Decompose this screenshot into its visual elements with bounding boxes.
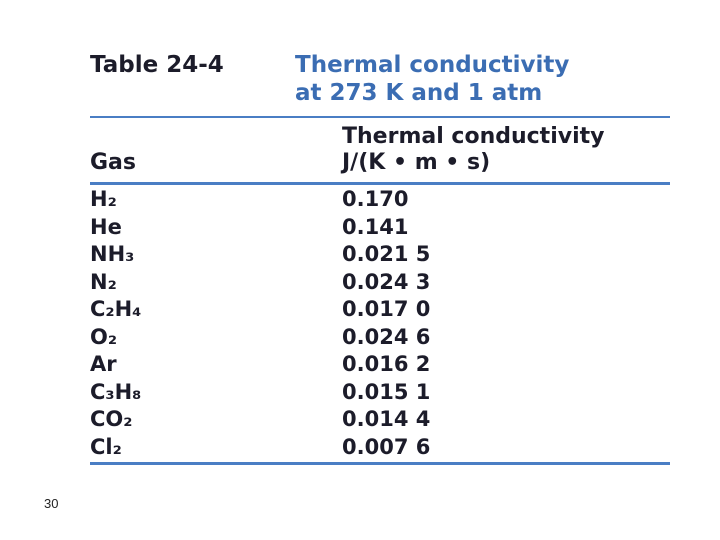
- rule: [90, 116, 670, 118]
- gas-cell: C₃H₈: [90, 379, 142, 404]
- page-number: 30: [44, 496, 59, 511]
- value-cell: 0.014 4: [342, 407, 431, 431]
- column-header: Thermal conductivity: [342, 124, 605, 149]
- gas-cell: H₂: [90, 187, 117, 211]
- value-cell: 0.017 0: [342, 297, 431, 321]
- gas-cell: NH₃: [90, 242, 135, 266]
- column-header: Gas: [90, 150, 136, 175]
- value-cell: 0.170: [342, 187, 409, 211]
- column-header: J/(K • m • s): [342, 150, 491, 175]
- rule: [90, 462, 670, 465]
- value-cell: 0.015 1: [342, 379, 431, 404]
- value-cell: 0.024 3: [342, 269, 431, 294]
- gas-cell: N₂: [90, 269, 117, 294]
- gas-cell: O₂: [90, 324, 118, 349]
- gas-cell: Cl₂: [90, 434, 122, 459]
- value-cell: 0.141: [342, 214, 409, 239]
- gas-cell: CO₂: [90, 407, 133, 431]
- table-label: Table 24-4: [90, 52, 224, 78]
- rule: [90, 182, 670, 185]
- value-cell: 0.024 6: [342, 324, 431, 349]
- value-cell: 0.016 2: [342, 352, 431, 376]
- table-title-line: Thermal conductivity: [295, 52, 570, 78]
- gas-cell: Ar: [90, 352, 117, 376]
- table-title-line: at 273 K and 1 atm: [295, 80, 543, 106]
- gas-cell: He: [90, 214, 122, 239]
- value-cell: 0.021 5: [342, 242, 431, 266]
- value-cell: 0.007 6: [342, 434, 431, 459]
- gas-cell: C₂H₄: [90, 297, 142, 321]
